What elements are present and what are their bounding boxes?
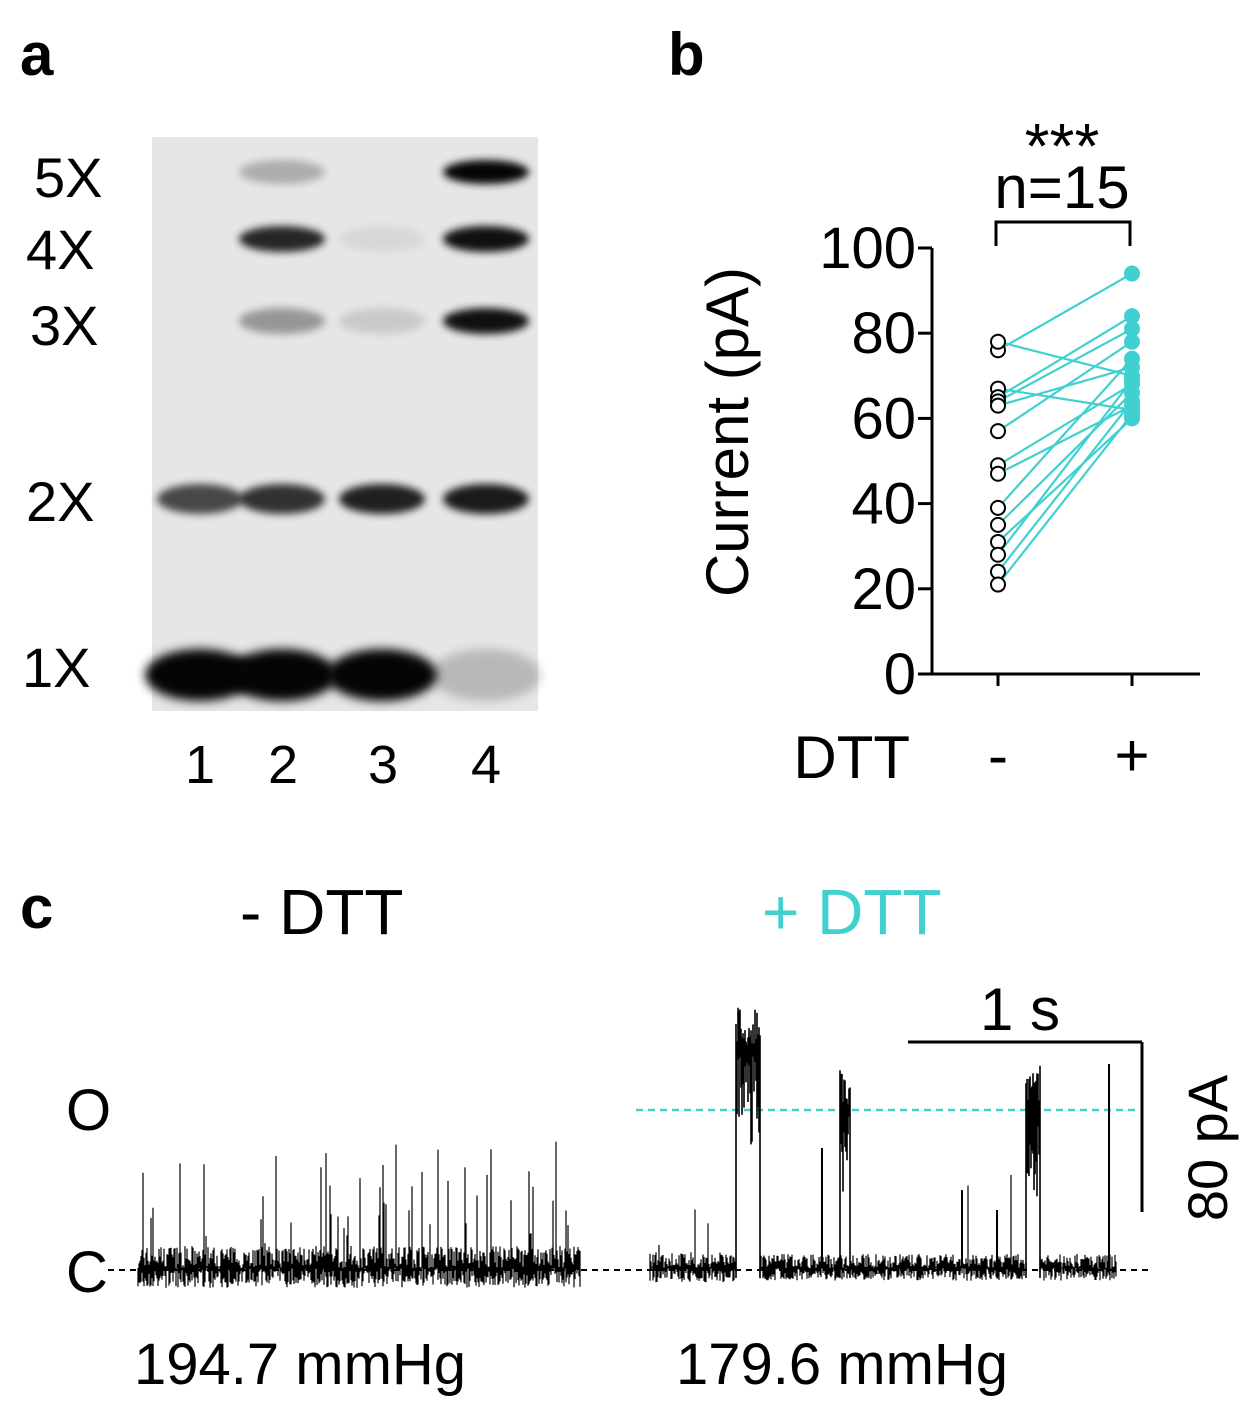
data-point-plus [1124, 406, 1140, 423]
western-blot-image [145, 137, 541, 711]
paired-line [997, 358, 1133, 509]
blot-band [339, 308, 425, 334]
band-label-2x: 2X [26, 470, 95, 533]
pressure-label-minus-dtt: 194.7 mmHg [134, 1332, 467, 1397]
blot-band [443, 308, 529, 334]
trace-plus-dtt-seg3 [1039, 1254, 1117, 1281]
lane-label-3: 3 [367, 735, 399, 795]
data-point-plus [1124, 372, 1140, 389]
open-burst-3 [1025, 1065, 1041, 1278]
panel-letter-b: b [668, 21, 705, 88]
paired-line [997, 417, 1133, 543]
panel-letter-c: c [20, 874, 54, 941]
panel-letter-a: a [20, 21, 54, 88]
band-label-4x: 4X [26, 218, 95, 281]
blot-band [239, 308, 325, 334]
single-openings [821, 1064, 1110, 1268]
blot-band [443, 160, 529, 184]
significance-stars: *** [1025, 110, 1100, 182]
paired-line [997, 379, 1133, 556]
data-point-minus [990, 333, 1006, 350]
n-label: n=15 [994, 154, 1129, 221]
data-point-minus [990, 397, 1006, 414]
data-point-plus [1124, 265, 1140, 282]
significance-bracket [994, 220, 1132, 246]
blot-band [443, 226, 529, 252]
band-label-1x: 1X [22, 636, 91, 699]
lane-label-2: 2 [267, 735, 299, 795]
data-point-plus [1124, 350, 1140, 367]
y-tick-label: 40 [851, 472, 916, 537]
y-tick-label: 100 [819, 216, 916, 281]
scale-bar-time-label: 1 s [980, 976, 1061, 1043]
condition-label-minus-dtt: - DTT [240, 876, 404, 948]
data-point-minus [990, 499, 1006, 516]
blot-band [327, 649, 437, 701]
blot-band [239, 160, 325, 184]
state-label-open: O [66, 1078, 112, 1143]
pressure-label-plus-dtt: 179.6 mmHg [676, 1332, 1009, 1397]
blot-band [443, 484, 529, 514]
blot-band [239, 226, 325, 252]
lane-label-4: 4 [470, 735, 502, 795]
band-label-5x: 5X [34, 146, 103, 209]
y-axis-label: Current (pA) [694, 267, 761, 597]
data-point-minus [990, 576, 1006, 593]
paired-line [997, 340, 1133, 433]
x-axis-label: DTT [793, 724, 910, 791]
open-burst-2 [839, 1070, 851, 1278]
paired-line [997, 387, 1133, 411]
paired-line [997, 400, 1133, 573]
y-tick-label: 20 [851, 557, 916, 622]
x-category-label: - [988, 722, 1008, 789]
trace-plus-dtt-seg1 [649, 1209, 737, 1283]
paired-line [997, 404, 1133, 475]
data-point-minus [990, 465, 1006, 482]
y-tick-label: 60 [851, 386, 916, 451]
band-label-3x: 3X [30, 294, 99, 357]
data-point-plus [1124, 333, 1140, 350]
data-point-minus [990, 423, 1006, 440]
blot-band [339, 226, 425, 252]
paired-current-chart: 0 20 40 60 80 100 Current (pA) DTT - + ***n=15 [694, 110, 1200, 791]
blot-band [239, 484, 325, 514]
state-label-closed: C [66, 1240, 108, 1305]
blot-band [339, 484, 425, 514]
paired-line [997, 327, 1133, 403]
trace-plus-dtt-seg2 [759, 1175, 1027, 1281]
paired-line [997, 383, 1133, 467]
data-point-minus [990, 546, 1006, 563]
paired-line [997, 413, 1133, 586]
condition-label-plus-dtt: + DTT [762, 876, 942, 948]
y-tick-label: 0 [884, 642, 916, 707]
open-burst-1 [735, 1007, 761, 1278]
paired-line [997, 315, 1133, 399]
paired-line [997, 392, 1133, 526]
trace-minus-dtt [137, 1141, 581, 1288]
paired-line [997, 340, 1133, 377]
lane-label-1: 1 [184, 735, 216, 795]
x-category-label: + [1114, 722, 1149, 789]
y-tick-label: 80 [851, 301, 916, 366]
blot-band [157, 484, 243, 514]
blot-band [227, 649, 337, 701]
data-point-minus [990, 516, 1006, 533]
paired-line [997, 272, 1133, 352]
blot-band [431, 649, 541, 701]
